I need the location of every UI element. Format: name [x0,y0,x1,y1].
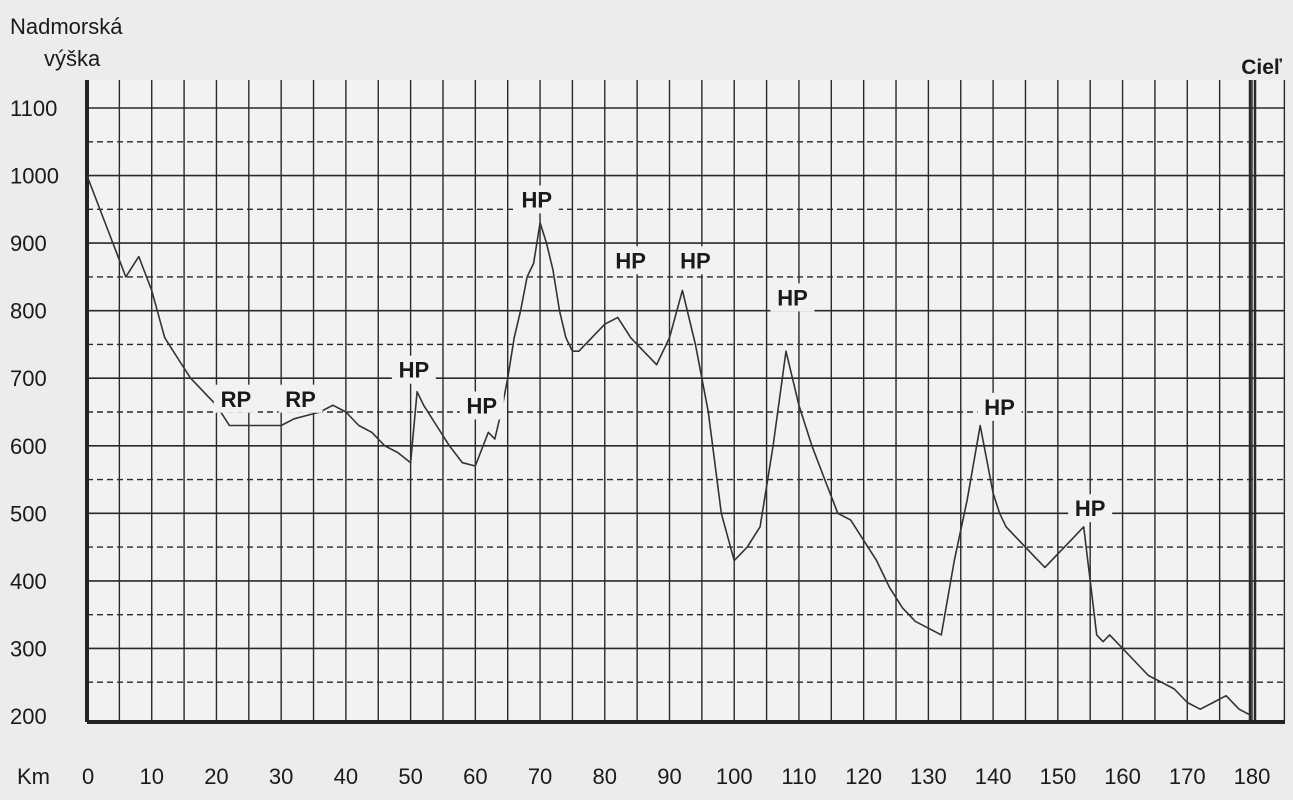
x-axis-label: Km [17,764,50,789]
annotation-backdrop [391,355,436,384]
annotation-hp: HP [777,285,808,310]
x-tick-label: 60 [463,764,487,789]
y-tick-label: 200 [10,704,47,729]
y-tick-label: 1100 [10,96,57,121]
annotation-backdrop [278,384,323,413]
y-tick-label: 400 [10,569,47,594]
annotation-backdrop [673,246,718,275]
x-tick-label: 120 [845,764,882,789]
y-tick-label: 500 [10,501,47,526]
annotation-hp: HP [522,187,553,212]
x-tick-label: 170 [1169,764,1206,789]
x-tick-label: 140 [975,764,1012,789]
x-tick-label: 50 [398,764,422,789]
annotation-hp: HP [1075,496,1106,521]
x-tick-label: 20 [204,764,228,789]
x-tick-label: 10 [139,764,163,789]
annotation-hp: HP [399,358,430,383]
annotation-rp: RP [285,387,316,412]
annotation-backdrop [1068,494,1113,523]
y-axis-label-line2: výška [44,46,101,71]
x-tick-label: 130 [910,764,947,789]
annotation-backdrop [213,384,258,413]
x-tick-label: 100 [716,764,753,789]
elevation-line [86,175,1253,717]
finish-label: Cieľ [1241,56,1283,79]
y-tick-label: 300 [10,636,47,661]
annotation-hp: HP [467,394,498,419]
y-tick-label: 1000 [10,164,59,189]
y-tick-label: 800 [10,299,47,324]
x-tick-label: 180 [1234,764,1271,789]
x-tick-label: 40 [334,764,358,789]
annotation-rp: RP [221,387,252,412]
x-tick-label: 150 [1039,764,1076,789]
x-tick-label: 90 [657,764,681,789]
y-tick-label: 900 [10,231,47,256]
annotation-backdrop [608,246,653,275]
y-tick-label: 700 [10,366,47,391]
annotation-backdrop [514,185,559,214]
annotation-hp: HP [680,248,711,273]
annotation-backdrop [977,392,1022,421]
annotation-hp: HP [615,248,646,273]
x-tick-label: 80 [593,764,617,789]
x-tick-label: 160 [1104,764,1141,789]
annotation-backdrop [459,391,504,420]
x-tick-label: 70 [528,764,552,789]
annotation-hp: HP [984,395,1015,420]
x-tick-label: 110 [781,764,816,789]
x-tick-label: 0 [82,764,94,789]
y-tick-label: 600 [10,434,47,459]
y-axis-label-line1: Nadmorská [10,14,123,39]
x-tick-label: 30 [269,764,293,789]
annotation-backdrop [770,283,815,312]
